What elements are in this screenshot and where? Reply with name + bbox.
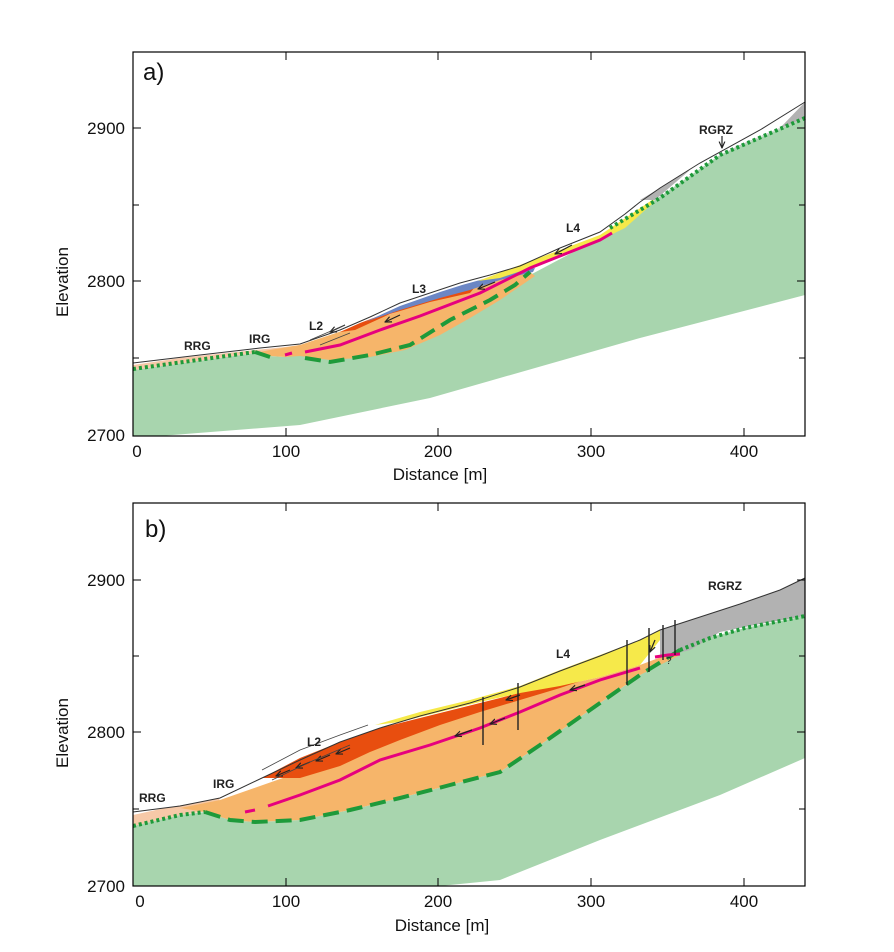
l2-slip-lines-b	[261, 724, 369, 781]
axes-frame-b	[132, 502, 806, 887]
panel-label: b)	[145, 516, 166, 543]
x-tick-label: 0	[135, 892, 144, 911]
x-tick-label: 100	[272, 442, 300, 461]
bedrock-dashed-line-a	[254, 270, 532, 365]
bedrock-dashed-line-b	[204, 648, 682, 825]
unit-label-l4: L4	[556, 647, 570, 661]
panel-label: a)	[143, 59, 164, 86]
y-tick-label: 2700	[87, 877, 125, 896]
x-axis-title: Distance [m]	[395, 916, 489, 935]
bedrock-dotted-line-a	[132, 116, 806, 371]
topography-line-b	[132, 577, 806, 813]
x-tick-label: 300	[577, 892, 605, 911]
y-axis-title: Elevation	[53, 698, 72, 768]
x-tick-label: 400	[730, 442, 758, 461]
y-tick-label: 2800	[87, 272, 125, 291]
bedrock-area-b	[133, 616, 805, 886]
x-axis-title: Distance [m]	[393, 465, 487, 484]
unit-label-l4: L4	[566, 221, 580, 235]
unit-label-irg: IRG	[213, 777, 234, 791]
x-tick-label: 200	[424, 892, 452, 911]
x-tick-label: 100	[272, 892, 300, 911]
unit-label-irg: IRG	[249, 332, 270, 346]
unit-label-rrg: RRG	[139, 791, 166, 805]
unit-label-l2: L2	[307, 735, 321, 749]
unit-label-l3: L3	[412, 282, 426, 296]
bedrock-dotted-line-b	[132, 614, 806, 828]
borehole-lines-b	[482, 620, 676, 745]
panel-a: 2900 2800 2700 0 100 200 300 400 Distanc…	[53, 51, 806, 484]
x-tick-label: 200	[424, 442, 452, 461]
uncertainty-mark: ?	[666, 656, 672, 667]
x-tick-label: 0	[132, 442, 141, 461]
topography-line-a	[132, 101, 806, 364]
ticks-a	[133, 52, 805, 436]
l2-slip-lines-a	[309, 324, 351, 346]
y-tick-label: 2900	[87, 119, 125, 138]
rgrz-unit-b	[660, 578, 805, 658]
panel-b: 2900 2800 2700 0 100 200 300 400 Distanc…	[53, 502, 806, 935]
l2-unit-b	[262, 678, 590, 778]
axes-frame-a	[132, 51, 806, 437]
y-axis-title: Elevation	[53, 247, 72, 317]
unit-label-l2: L2	[309, 319, 323, 333]
bedrock-area-a	[133, 118, 805, 436]
talus-unit-b	[180, 650, 680, 822]
y-tick-label: 2900	[87, 571, 125, 590]
y-tick-label: 2700	[87, 426, 125, 445]
unit-label-rgrz: RGRZ	[699, 123, 733, 137]
y-tick-label: 2800	[87, 723, 125, 742]
x-tick-label: 300	[577, 442, 605, 461]
l2-unit-a	[340, 287, 475, 332]
unit-label-rgrz: RGRZ	[708, 579, 742, 593]
l3-unit-a	[365, 268, 535, 322]
shear-plane-line-a	[284, 231, 613, 357]
x-tick-label: 400	[730, 892, 758, 911]
movement-arrows-b	[276, 639, 656, 776]
ticks-b	[133, 503, 805, 886]
rgrz-unit-a	[640, 102, 805, 200]
unit-label-rrg: RRG	[184, 339, 211, 353]
